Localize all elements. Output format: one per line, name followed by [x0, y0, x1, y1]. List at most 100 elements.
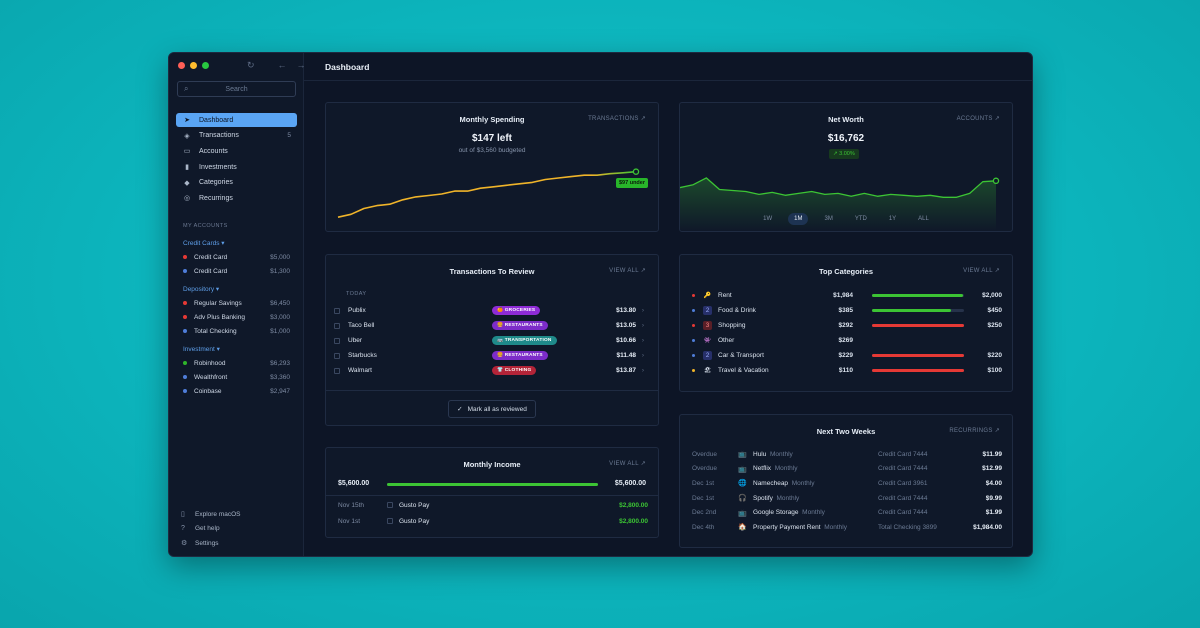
explore-macos-link[interactable]: ▯ Explore macOS: [181, 508, 291, 520]
settings-link[interactable]: ⚙ Settings: [181, 537, 291, 549]
divider: [326, 495, 658, 496]
account-row[interactable]: Adv Plus Banking $3,000: [183, 311, 290, 323]
transaction-row[interactable]: Uber 🚌 TRANSPORTATION $10.66: [334, 333, 650, 348]
recurring-row[interactable]: Dec 4th 🏠 Property Payment Rent Monthly Tot…: [692, 520, 1002, 535]
recurring-row[interactable]: Dec 1st 🎧 Spotify Monthly Credit Card 7444 $…: [692, 491, 1002, 506]
sidebar-item-dashboard[interactable]: ➤ Dashboard: [176, 113, 297, 127]
group-credit-cards[interactable]: Credit Cards ▾: [183, 240, 225, 247]
forward-arrow-icon[interactable]: →: [296, 60, 306, 70]
transaction-row[interactable]: Publix 🍊 GROCERIES $13.80: [334, 303, 650, 318]
category-row[interactable]: 👾 Other $269: [692, 333, 1002, 348]
income-row[interactable]: Nov 1st Gusto Pay $2,800.00: [338, 514, 648, 528]
category-row[interactable]: 3 Shopping $292 $250: [692, 318, 1002, 333]
transaction-amount: $11.48: [616, 352, 643, 359]
category-dot: [692, 339, 695, 342]
view-all-income-link[interactable]: VIEW ALL ↗: [609, 461, 646, 467]
transaction-row[interactable]: Walmart 👕 CLOTHING $13.87: [334, 363, 650, 378]
recurring-row[interactable]: Dec 1st 🌐 Namecheap Monthly Credit Card 396…: [692, 476, 1002, 491]
account-row[interactable]: Credit Card $1,300: [183, 265, 290, 277]
category-tag[interactable]: 👕 CLOTHING: [492, 366, 537, 375]
account-row[interactable]: Total Checking $1,000: [183, 325, 290, 337]
search-input[interactable]: ⌕ Search: [177, 81, 296, 97]
category-progress: [872, 324, 964, 327]
review-checkbox[interactable]: [334, 367, 340, 374]
net-worth-area: [680, 177, 996, 231]
review-checkbox[interactable]: [334, 322, 340, 329]
account-dot: [183, 361, 187, 365]
review-checkbox[interactable]: [334, 307, 340, 314]
category-spent: $292: [838, 322, 853, 329]
transaction-row[interactable]: Starbucks 🍔 RESTAURANTS $11.48: [334, 348, 650, 363]
income-amount: $2,800.00: [619, 517, 648, 525]
category-row[interactable]: 🔑 Rent $1,984 $2,000: [692, 288, 1002, 303]
account-balance: $3,360: [270, 373, 290, 381]
account-row[interactable]: Coinbase $2,947: [183, 385, 290, 397]
category-tag[interactable]: 🚌 TRANSPORTATION: [492, 336, 557, 345]
sidebar-item-investments[interactable]: ▮ Investments: [176, 160, 297, 174]
view-all-categories-link[interactable]: VIEW ALL ↗: [963, 268, 1000, 274]
period-1m[interactable]: 1M: [788, 213, 809, 225]
tv-icon: 📺: [738, 465, 747, 473]
close-window-button[interactable]: [178, 62, 185, 69]
get-help-link[interactable]: ? Get help: [181, 522, 291, 534]
my-accounts-heading: MY ACCOUNTS: [183, 223, 228, 229]
footer-label: Get help: [195, 524, 220, 532]
recurring-name: Google Storage: [753, 509, 799, 517]
period-ytd[interactable]: YTD: [854, 216, 867, 222]
category-row[interactable]: 🏖 Travel & Vacation $110 $100: [692, 363, 1002, 378]
transaction-amount: $13.80: [616, 307, 644, 314]
recurring-frequency: Monthly: [776, 494, 800, 502]
refresh-icon[interactable]: ↻: [247, 60, 255, 70]
transaction-row[interactable]: Taco Bell 🍔 RESTAURANTS $13.05: [334, 318, 650, 333]
sidebar-item-transactions[interactable]: ◈ Transactions 5: [176, 129, 297, 143]
merchant-name: Uber: [348, 337, 363, 344]
group-depository[interactable]: Depository ▾: [183, 286, 220, 293]
account-dot: [183, 269, 187, 273]
category-tag[interactable]: 🍔 RESTAURANTS: [492, 321, 548, 330]
review-checkbox[interactable]: [387, 518, 393, 524]
group-label: Credit Cards: [183, 240, 220, 247]
account-row[interactable]: Robinhood $6,293: [183, 357, 290, 369]
period-1w[interactable]: 1W: [763, 216, 773, 222]
recurring-row[interactable]: Overdue 📺 Netflix Monthly Credit Card 7444 $…: [692, 462, 1002, 477]
sidebar-item-accounts[interactable]: ▭ Accounts: [176, 144, 297, 158]
top-bar: Dashboard: [304, 53, 1032, 81]
period-all[interactable]: ALL: [918, 216, 929, 222]
progress-fill: [872, 324, 964, 327]
transactions-link[interactable]: TRANSACTIONS ↗: [588, 116, 646, 122]
category-row[interactable]: 2 Car & Transport $229 $220: [692, 348, 1002, 363]
recurring-row[interactable]: Dec 2nd 📺 Google Storage Monthly Credit Car…: [692, 505, 1002, 520]
recurring-amount: $12.99: [982, 465, 1002, 473]
recurrings-link[interactable]: RECURRINGS ↗: [949, 428, 1000, 434]
sidebar-item-recurrings[interactable]: ◎ Recurrings: [176, 191, 297, 205]
review-checkbox[interactable]: [387, 502, 393, 508]
period-3m[interactable]: 3M: [824, 216, 833, 222]
house-icon: 🏠: [738, 524, 747, 532]
period-1y[interactable]: 1Y: [888, 216, 897, 222]
account-row[interactable]: Regular Savings $6,450: [183, 297, 290, 309]
sidebar: ↻ ← → ⌕ Search ➤ Dashboard ◈ Transaction…: [169, 53, 306, 556]
back-arrow-icon[interactable]: ←: [277, 60, 287, 70]
mark-all-reviewed-button[interactable]: ✓ Mark all as reviewed: [448, 400, 536, 418]
recurring-date: Dec 1st: [692, 479, 715, 487]
category-name: Shopping: [718, 322, 746, 329]
category-tag[interactable]: 🍔 RESTAURANTS: [492, 351, 548, 360]
category-row[interactable]: 2 Food & Drink $385 $450: [692, 303, 1002, 318]
minimize-window-button[interactable]: [190, 62, 197, 69]
zoom-window-button[interactable]: [202, 62, 209, 69]
review-checkbox[interactable]: [334, 352, 340, 359]
account-name: Adv Plus Banking: [194, 313, 245, 321]
net-worth-end-point: [992, 177, 1000, 185]
category-tag[interactable]: 🍊 GROCERIES: [492, 306, 541, 315]
accounts-link[interactable]: ACCOUNTS ↗: [956, 116, 1000, 122]
tv-icon: 📺: [738, 451, 747, 459]
recurring-row[interactable]: Overdue 📺 Hulu Monthly Credit Card 7444 $11.…: [692, 447, 1002, 462]
sidebar-item-categories[interactable]: ◆ Categories: [176, 176, 297, 190]
view-all-transactions-link[interactable]: VIEW ALL ↗: [609, 268, 646, 274]
group-investment[interactable]: Investment ▾: [183, 346, 220, 353]
review-checkbox[interactable]: [334, 337, 340, 344]
income-row[interactable]: Nov 15th Gusto Pay $2,800.00: [338, 498, 648, 512]
category-spent: $229: [838, 352, 853, 359]
account-row[interactable]: Wealthfront $3,360: [183, 371, 290, 383]
account-row[interactable]: Credit Card $5,000: [183, 251, 290, 263]
